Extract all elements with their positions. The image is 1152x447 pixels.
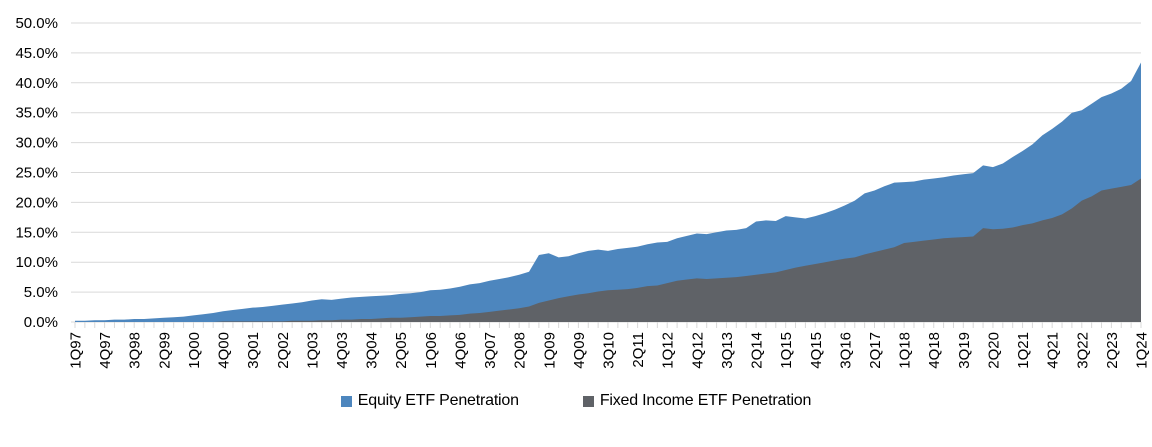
legend-item-equity: Equity ETF Penetration — [340, 392, 519, 410]
legend-item-fixed-income: Fixed Income ETF Penetration — [582, 392, 812, 410]
x-axis-tick-label: 2Q23 — [1104, 332, 1121, 369]
x-axis-tick-label: 3Q10 — [601, 332, 618, 369]
y-axis-tick-label: 25.0% — [15, 165, 58, 182]
x-axis-tick-label: 1Q97 — [68, 332, 85, 369]
y-axis-tick-label: 10.0% — [15, 254, 58, 271]
x-axis-tick-label: 4Q18 — [926, 332, 943, 369]
y-axis-tick-label: 45.0% — [15, 45, 58, 62]
equity-series-swatch-icon — [340, 395, 352, 407]
fixed-income-series-swatch-icon — [582, 395, 594, 407]
x-axis-tick-label: 4Q97 — [97, 332, 114, 369]
x-axis-tick-label: 1Q21 — [1015, 332, 1032, 369]
x-axis-tick-label: 1Q12 — [660, 332, 677, 369]
y-axis-tick-label: 40.0% — [15, 75, 58, 92]
x-axis-tick-label: 1Q03 — [304, 332, 321, 369]
x-axis-tick-label: 2Q14 — [749, 332, 766, 369]
legend-label-fixed-income: Fixed Income ETF Penetration — [599, 392, 812, 409]
x-axis-tick-label: 2Q02 — [275, 332, 292, 369]
x-axis-tick-label: 3Q19 — [956, 332, 973, 369]
chart-legend: Equity ETF Penetration Fixed Income ETF … — [0, 392, 1152, 410]
x-axis-tick-label: 3Q16 — [837, 332, 854, 369]
x-axis-tick-label: 3Q01 — [245, 332, 262, 369]
x-axis-tick-label: 4Q15 — [808, 332, 825, 369]
x-axis-tick-label: 3Q98 — [127, 332, 144, 369]
y-axis-tick-label: 15.0% — [15, 224, 58, 241]
y-axis-tick-label: 5.0% — [24, 284, 58, 301]
legend-label-equity: Equity ETF Penetration — [357, 392, 519, 409]
y-axis-tick-label: 35.0% — [15, 105, 58, 122]
y-axis-tick-label: 0.0% — [24, 314, 58, 331]
x-axis-tick-label: 1Q06 — [423, 332, 440, 369]
x-axis-tick-label: 1Q00 — [186, 332, 203, 369]
x-axis-tick-label: 3Q07 — [482, 332, 499, 369]
x-axis-tick-label: 2Q05 — [393, 332, 410, 369]
x-axis-tick-label: 3Q22 — [1074, 332, 1091, 369]
x-axis-tick-label: 3Q04 — [364, 332, 381, 369]
area-series-fixed-income — [75, 178, 1141, 322]
y-axis-tick-label: 50.0% — [15, 15, 58, 32]
x-axis-tick-label: 2Q08 — [512, 332, 529, 369]
x-axis-tick-label: 1Q09 — [541, 332, 558, 369]
x-axis-tick-label: 4Q03 — [334, 332, 351, 369]
x-axis-tick-label: 4Q12 — [689, 332, 706, 369]
x-axis-tick-label: 1Q24 — [1134, 332, 1151, 369]
chart-plot-area: 0.0% 5.0% 10.0% 15.0% 20.0% 25.0% 30.0% 35.0% 40… — [15, 15, 1151, 369]
x-axis-tick-label: 2Q11 — [630, 332, 647, 368]
x-axis-tick-label: 2Q17 — [867, 332, 884, 369]
x-axis-tick-label: 4Q06 — [452, 332, 469, 369]
x-axis-tick-label: 4Q09 — [571, 332, 588, 369]
x-axis-tick-label: 1Q18 — [897, 332, 914, 369]
y-axis-tick-label: 20.0% — [15, 194, 58, 211]
x-axis-tick-label: 2Q99 — [156, 332, 173, 369]
x-axis-tick-label: 3Q13 — [719, 332, 736, 369]
x-axis-tick-label: 4Q00 — [216, 332, 233, 369]
x-axis-tick-label: 2Q20 — [985, 332, 1002, 369]
y-axis-tick-label: 30.0% — [15, 135, 58, 152]
x-axis-tick-label: 1Q15 — [778, 332, 795, 369]
x-axis-tick-label: 4Q21 — [1045, 332, 1062, 369]
